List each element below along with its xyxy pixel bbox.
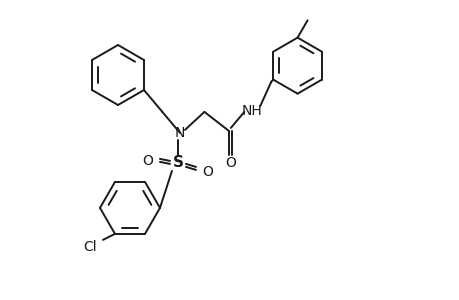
Text: O: O <box>202 165 213 179</box>
Text: Cl: Cl <box>83 240 96 254</box>
Text: O: O <box>224 156 235 170</box>
Text: S: S <box>172 155 183 170</box>
Text: NH: NH <box>241 104 262 118</box>
Text: O: O <box>142 154 153 168</box>
Text: N: N <box>174 126 185 140</box>
